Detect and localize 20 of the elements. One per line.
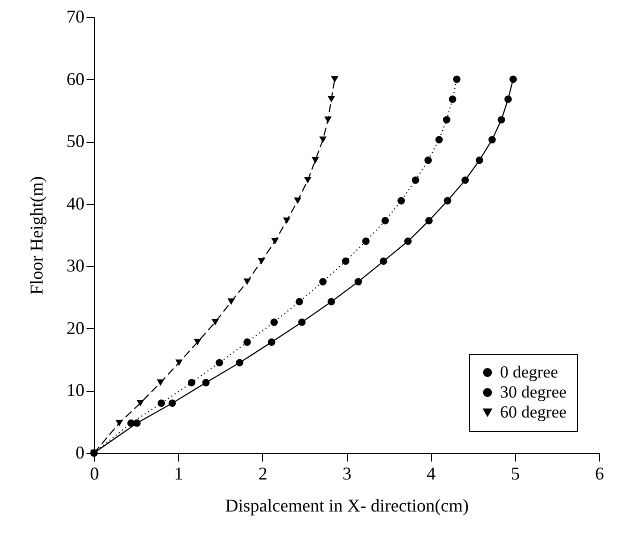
y-tick-label: 10 bbox=[66, 380, 84, 400]
x-tick-label: 6 bbox=[595, 464, 604, 484]
y-tick-label: 20 bbox=[66, 318, 84, 338]
x-tick-label: 4 bbox=[426, 464, 436, 484]
x-tick-label: 5 bbox=[510, 464, 520, 484]
legend-label: 60 degree bbox=[500, 402, 567, 422]
x-tick-label: 0 bbox=[90, 464, 99, 484]
x-tick-label: 3 bbox=[342, 464, 352, 484]
x-axis-title: Dispalcement in X- direction(cm) bbox=[225, 496, 469, 516]
y-tick-label: 30 bbox=[66, 256, 84, 276]
y-tick-label: 40 bbox=[66, 193, 84, 214]
y-tick-label: 70 bbox=[66, 6, 84, 26]
x-tick-label: 1 bbox=[174, 464, 184, 484]
y-tick-label: 0 bbox=[76, 442, 84, 462]
legend-label: 0 degree bbox=[500, 362, 558, 382]
y-tick-label: 60 bbox=[66, 68, 84, 89]
y-axis-title: Floor Height(m) bbox=[26, 176, 46, 295]
legend-label: 30 degree bbox=[500, 382, 567, 402]
y-tick-label: 50 bbox=[66, 131, 84, 152]
x-tick-label: 2 bbox=[258, 464, 268, 484]
